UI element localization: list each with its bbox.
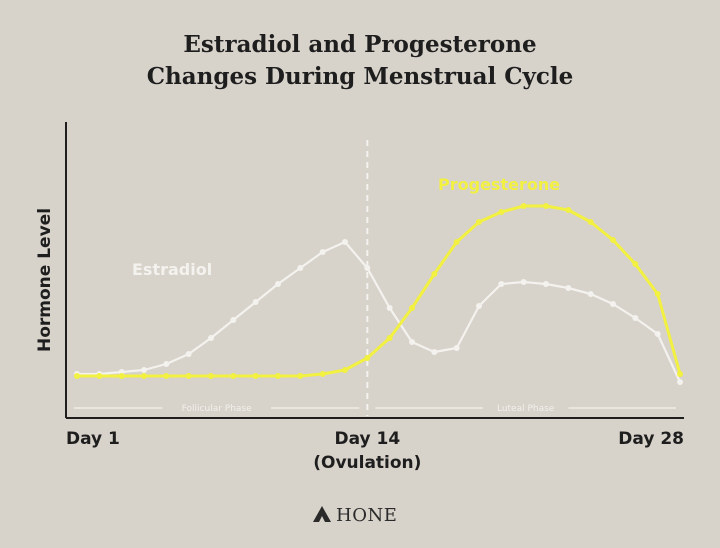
hone-logo: HONE — [313, 505, 397, 526]
data-point-progesterone — [476, 219, 482, 225]
data-point-progesterone — [677, 371, 683, 377]
data-point-estradiol — [319, 249, 326, 255]
data-point-estradiol — [252, 299, 259, 305]
x-tick-label: (Ovulation) — [313, 453, 421, 473]
data-point-estradiol — [342, 239, 348, 245]
data-point-estradiol — [453, 345, 460, 351]
data-point-estradiol — [520, 279, 527, 285]
data-point-progesterone — [543, 203, 549, 209]
data-point-progesterone — [364, 355, 371, 361]
series-group: Estradiol Progesterone — [74, 175, 683, 385]
data-point-progesterone — [230, 373, 237, 379]
chart-title: Estradiol and Progesterone Changes During… — [147, 31, 574, 90]
data-point-progesterone — [654, 291, 661, 297]
data-point-progesterone — [208, 373, 214, 379]
series-label-estradiol: Estradiol — [132, 260, 212, 279]
data-point-progesterone — [275, 373, 281, 379]
data-point-estradiol — [565, 285, 572, 291]
data-point-progesterone — [297, 373, 304, 379]
data-point-progesterone — [632, 261, 639, 267]
data-point-estradiol — [208, 335, 214, 341]
data-point-estradiol — [543, 281, 549, 287]
data-point-estradiol — [654, 331, 661, 337]
data-point-estradiol — [230, 317, 237, 323]
data-point-progesterone — [565, 207, 572, 213]
chart-title-line: Estradiol and Progesterone — [183, 31, 536, 58]
data-point-progesterone — [252, 373, 259, 379]
data-point-estradiol — [431, 349, 438, 355]
data-point-progesterone — [118, 373, 125, 379]
data-point-progesterone — [319, 371, 326, 377]
data-point-estradiol — [141, 367, 147, 373]
data-point-progesterone — [74, 373, 80, 379]
data-point-progesterone — [163, 373, 170, 379]
data-point-progesterone — [96, 373, 103, 379]
data-point-estradiol — [476, 303, 482, 309]
data-point-estradiol — [587, 291, 594, 297]
data-point-estradiol — [386, 305, 393, 311]
data-point-estradiol — [364, 265, 371, 271]
phase-label: Follicular Phase — [182, 404, 252, 414]
chart-title-line: Changes During Menstrual Cycle — [147, 63, 574, 90]
data-point-estradiol — [610, 301, 616, 307]
x-tick-labels: Day 1 Day 14 (Ovulation) Day 28 — [66, 429, 684, 473]
series-label-progesterone: Progesterone — [438, 175, 560, 194]
series-line-estradiol — [77, 240, 681, 383]
data-point-estradiol — [632, 315, 639, 321]
data-point-estradiol — [163, 361, 170, 367]
data-point-estradiol — [275, 281, 281, 287]
mountain-icon — [313, 506, 331, 522]
data-point-progesterone — [453, 239, 460, 245]
data-point-progesterone — [185, 373, 192, 379]
data-point-progesterone — [386, 335, 393, 341]
data-point-progesterone — [498, 209, 505, 215]
series-progesterone: Progesterone — [74, 175, 683, 379]
axes: Hormone Level — [35, 122, 684, 419]
data-point-progesterone — [431, 271, 438, 277]
data-point-progesterone — [342, 367, 348, 373]
series-estradiol: Estradiol — [74, 239, 683, 385]
y-axis-label: Hormone Level — [35, 208, 55, 352]
data-point-estradiol — [498, 281, 505, 287]
x-tick-label: Day 14 — [334, 429, 400, 449]
x-tick-label: Day 28 — [618, 429, 684, 449]
data-point-estradiol — [185, 351, 192, 357]
logo-text: HONE — [336, 505, 397, 526]
data-point-progesterone — [610, 237, 616, 243]
x-tick-label: Day 1 — [66, 429, 120, 449]
data-point-progesterone — [587, 219, 594, 225]
data-point-estradiol — [409, 339, 415, 345]
phase-markers: Follicular Phase Luteal Phase — [74, 140, 676, 416]
data-point-progesterone — [520, 203, 527, 209]
data-point-estradiol — [297, 265, 304, 271]
data-point-estradiol — [677, 379, 683, 385]
data-point-progesterone — [409, 305, 415, 311]
phase-label: Luteal Phase — [497, 404, 555, 414]
data-point-progesterone — [141, 373, 147, 379]
series-line-progesterone — [77, 204, 682, 378]
